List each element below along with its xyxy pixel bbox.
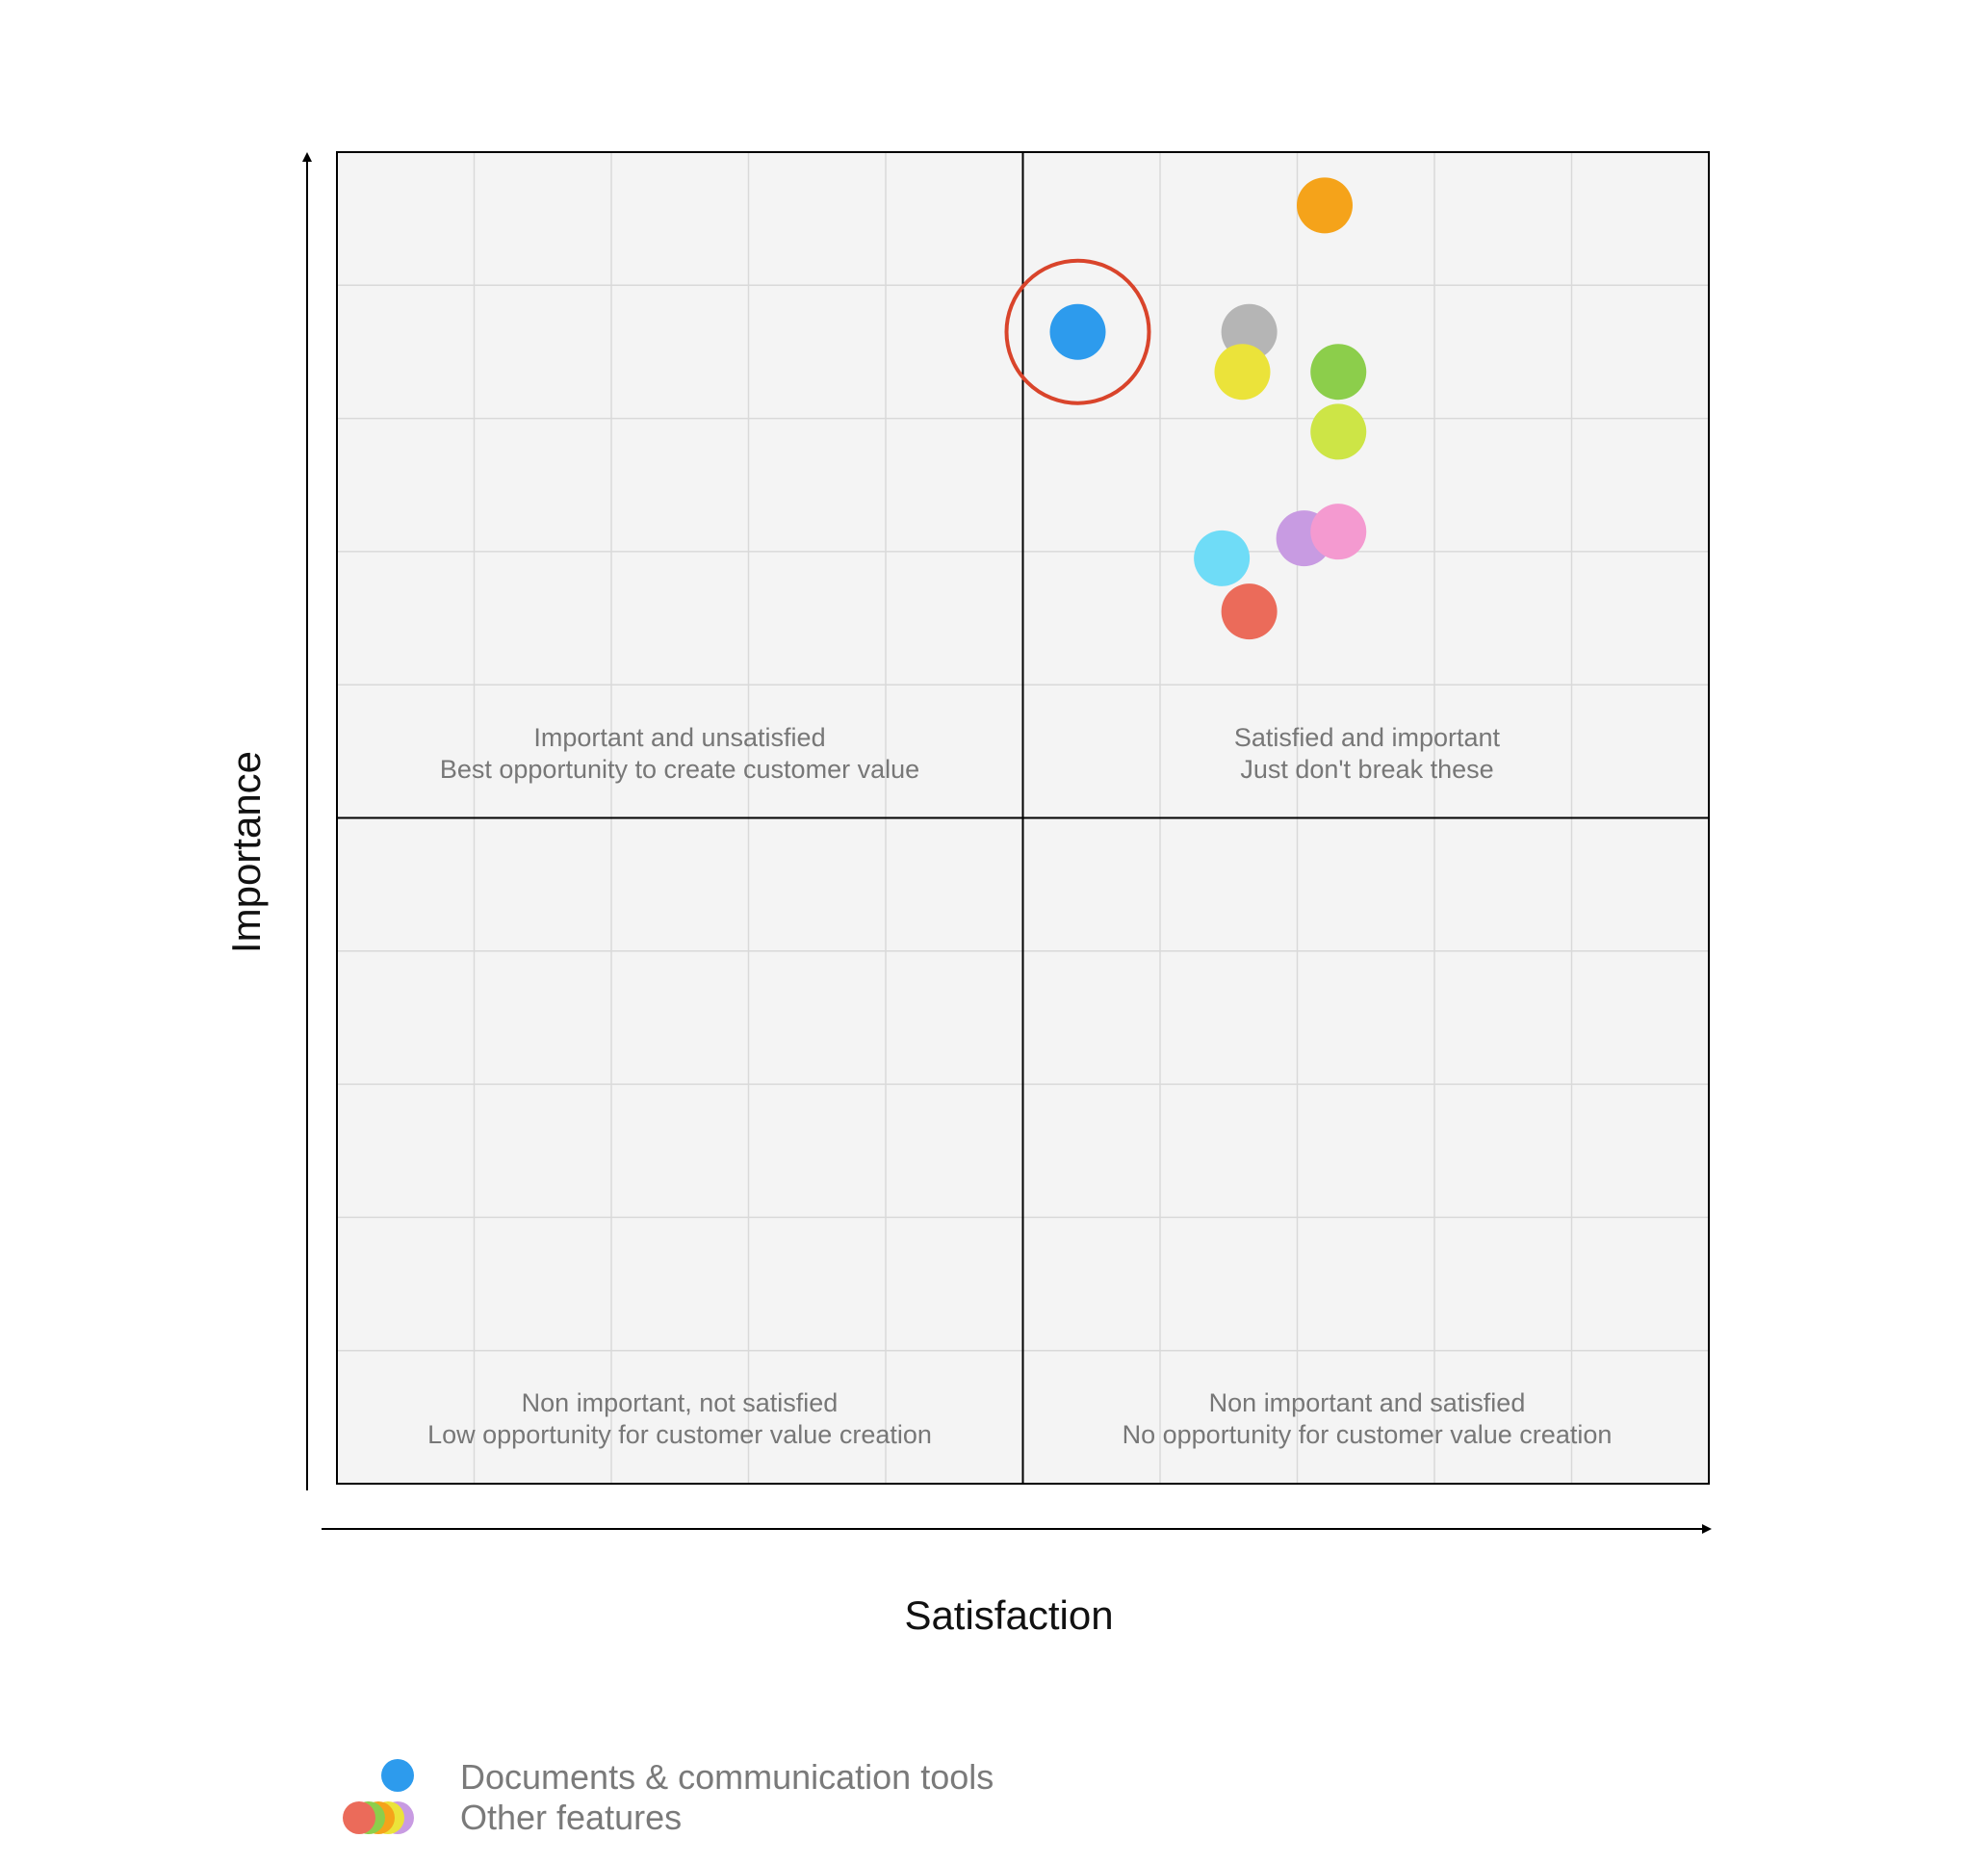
quadrant-label-line: Important and unsatisfied <box>533 723 825 752</box>
data-point-other-feature <box>1194 530 1251 586</box>
quadrant-label-line: Satisfied and important <box>1234 723 1501 752</box>
quadrant-label-line: Just don't break these <box>1240 755 1493 784</box>
legend-label-other-features: Other features <box>460 1798 682 1837</box>
legend: Documents & communication tools Other fe… <box>343 1757 994 1837</box>
legend-dot-other-features <box>343 1801 375 1834</box>
highlight-ring <box>1004 258 1151 405</box>
quadrant-label-line: Low opportunity for customer value creat… <box>427 1420 932 1449</box>
plot-border <box>336 151 1710 1485</box>
data-point-other-feature <box>1310 504 1367 560</box>
legend-label-documents: Documents & communication tools <box>460 1757 994 1797</box>
data-point-other-feature <box>1297 177 1353 234</box>
data-point-other-feature <box>1221 583 1278 640</box>
data-point-other-feature <box>1214 344 1271 401</box>
quadrant-dividers <box>337 152 1709 1484</box>
quadrant-label-line: Non important, not satisfied <box>522 1388 839 1417</box>
quadrant-label-bottom-right: Non important and satisfied No opportuni… <box>1123 1388 1613 1449</box>
quadrant-label-bottom-left: Non important, not satisfied Low opportu… <box>427 1388 932 1449</box>
legend-swatch-other-features <box>343 1801 414 1834</box>
data-point-documents <box>1049 303 1106 360</box>
legend-swatch-documents <box>381 1759 414 1792</box>
legend-dot-documents <box>381 1759 414 1792</box>
quadrant-label-line: Best opportunity to create customer valu… <box>440 755 919 784</box>
quadrant-label-top-left: Important and unsatisfied Best opportuni… <box>440 723 919 784</box>
x-axis-label: Satisfaction <box>904 1592 1113 1638</box>
quadrant-label-line: No opportunity for customer value creati… <box>1123 1420 1613 1449</box>
data-point-other-feature <box>1310 403 1367 460</box>
data-points <box>1004 177 1367 640</box>
data-point-other-feature <box>1310 344 1367 401</box>
quadrant-label-top-right: Satisfied and important Just don't break… <box>1234 723 1501 784</box>
y-axis-label: Importance <box>223 751 269 953</box>
quadrant-label-line: Non important and satisfied <box>1209 1388 1526 1417</box>
